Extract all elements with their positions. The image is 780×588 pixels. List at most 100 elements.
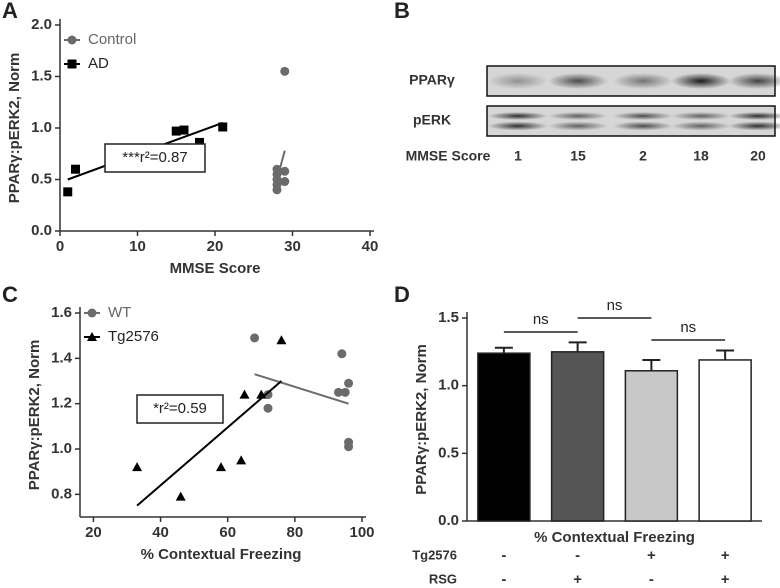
legend-label: Control	[88, 31, 136, 48]
x-axis-label: MMSE Score	[170, 260, 261, 277]
x-tick-label: 40	[152, 524, 169, 541]
fit-line	[254, 373, 349, 405]
y-tick-label: 1.0	[51, 440, 72, 457]
annotation: ns	[607, 297, 623, 314]
y-tick-label: 1.5	[438, 309, 459, 326]
bar	[477, 352, 531, 522]
y-tick-label: 0.5	[31, 170, 52, 187]
point	[276, 335, 287, 345]
annotation: ***r²=0.87	[122, 149, 187, 166]
band-label: PPARγ	[409, 72, 455, 88]
band	[728, 121, 780, 131]
y-tick-label: 1.4	[51, 349, 73, 366]
x-tick-label: 40	[362, 238, 379, 255]
panel-letter: C	[2, 282, 18, 307]
band	[613, 121, 673, 131]
row-symbol: +	[721, 571, 730, 588]
point	[239, 389, 250, 399]
lane-label: 15	[570, 148, 586, 164]
annotation-box	[136, 394, 224, 424]
panel-letter: B	[394, 0, 410, 23]
band	[488, 112, 548, 120]
point	[340, 387, 350, 397]
legend-marker	[87, 308, 97, 318]
blot-strip	[486, 105, 776, 137]
band	[548, 112, 608, 120]
point	[171, 126, 181, 136]
band	[488, 121, 548, 131]
fit-line	[276, 150, 286, 180]
band	[548, 121, 608, 131]
annotation: ns	[533, 311, 549, 328]
y-axis-label: PPARγ:pERK2, Norm	[6, 53, 23, 204]
legend-marker	[67, 59, 77, 69]
point	[216, 462, 226, 472]
point	[280, 177, 290, 187]
point	[71, 164, 80, 174]
annotation: *r²=0.59	[153, 400, 207, 417]
band-label: pERK	[413, 112, 451, 128]
row-label: Tg2576	[412, 547, 457, 562]
annotation-box	[104, 143, 206, 173]
legend-marker	[87, 332, 97, 341]
band	[488, 73, 548, 89]
lane-label: 18	[693, 148, 709, 164]
y-tick-label: 0.0	[438, 512, 459, 529]
point	[218, 122, 228, 132]
x-tick-label: 0	[56, 238, 64, 255]
lane-label: 1	[514, 148, 522, 164]
point	[334, 387, 343, 397]
x-tick-label: 30	[284, 238, 301, 255]
x-tick-label: 60	[219, 524, 236, 541]
bar	[698, 359, 752, 522]
y-tick-label: 0.8	[51, 485, 72, 502]
row-symbol: -	[501, 571, 506, 588]
point	[344, 442, 354, 452]
point	[263, 403, 273, 413]
point	[272, 185, 282, 195]
panel-letter: D	[394, 282, 410, 307]
y-tick-label: 1.0	[438, 377, 459, 394]
band	[671, 73, 731, 89]
row-symbol: -	[649, 571, 654, 588]
y-axis-label: PPARγ:pERK2, Norm	[26, 340, 43, 491]
band	[728, 73, 780, 89]
y-tick-label: 2.0	[31, 16, 52, 33]
lane-label: 2	[639, 148, 647, 164]
row-symbol: +	[647, 547, 656, 564]
row-symbol: +	[721, 547, 730, 564]
point	[250, 333, 260, 343]
legend-label: Tg2576	[108, 328, 159, 345]
point	[132, 462, 143, 472]
point	[344, 378, 354, 388]
band	[613, 73, 673, 89]
fit-line	[136, 380, 283, 507]
point	[263, 390, 273, 400]
point	[236, 455, 247, 465]
bar	[550, 351, 605, 522]
point	[63, 187, 73, 197]
point	[179, 125, 189, 135]
lane-axis-label: MMSE Score	[406, 148, 491, 164]
x-axis-label: % Contextual Freezing	[534, 529, 695, 546]
y-tick-label: 0.5	[438, 444, 459, 461]
annotation: ns	[680, 319, 696, 336]
y-tick-label: 0.0	[31, 222, 52, 239]
point	[337, 349, 347, 359]
y-axis-label: PPARγ:pERK2, Norm	[413, 344, 430, 495]
band	[671, 121, 731, 131]
x-tick-label: 80	[287, 524, 304, 541]
panel-letter: A	[2, 0, 18, 23]
band	[613, 112, 673, 120]
x-axis-label: % Contextual Freezing	[141, 546, 302, 563]
bar	[624, 370, 679, 522]
point	[195, 137, 204, 147]
band	[671, 112, 731, 120]
row-symbol: -	[575, 547, 580, 564]
row-label: RSG	[429, 571, 457, 586]
point	[280, 66, 290, 76]
point	[175, 491, 186, 501]
row-symbol: +	[573, 571, 582, 588]
x-tick-label: 10	[129, 238, 146, 255]
